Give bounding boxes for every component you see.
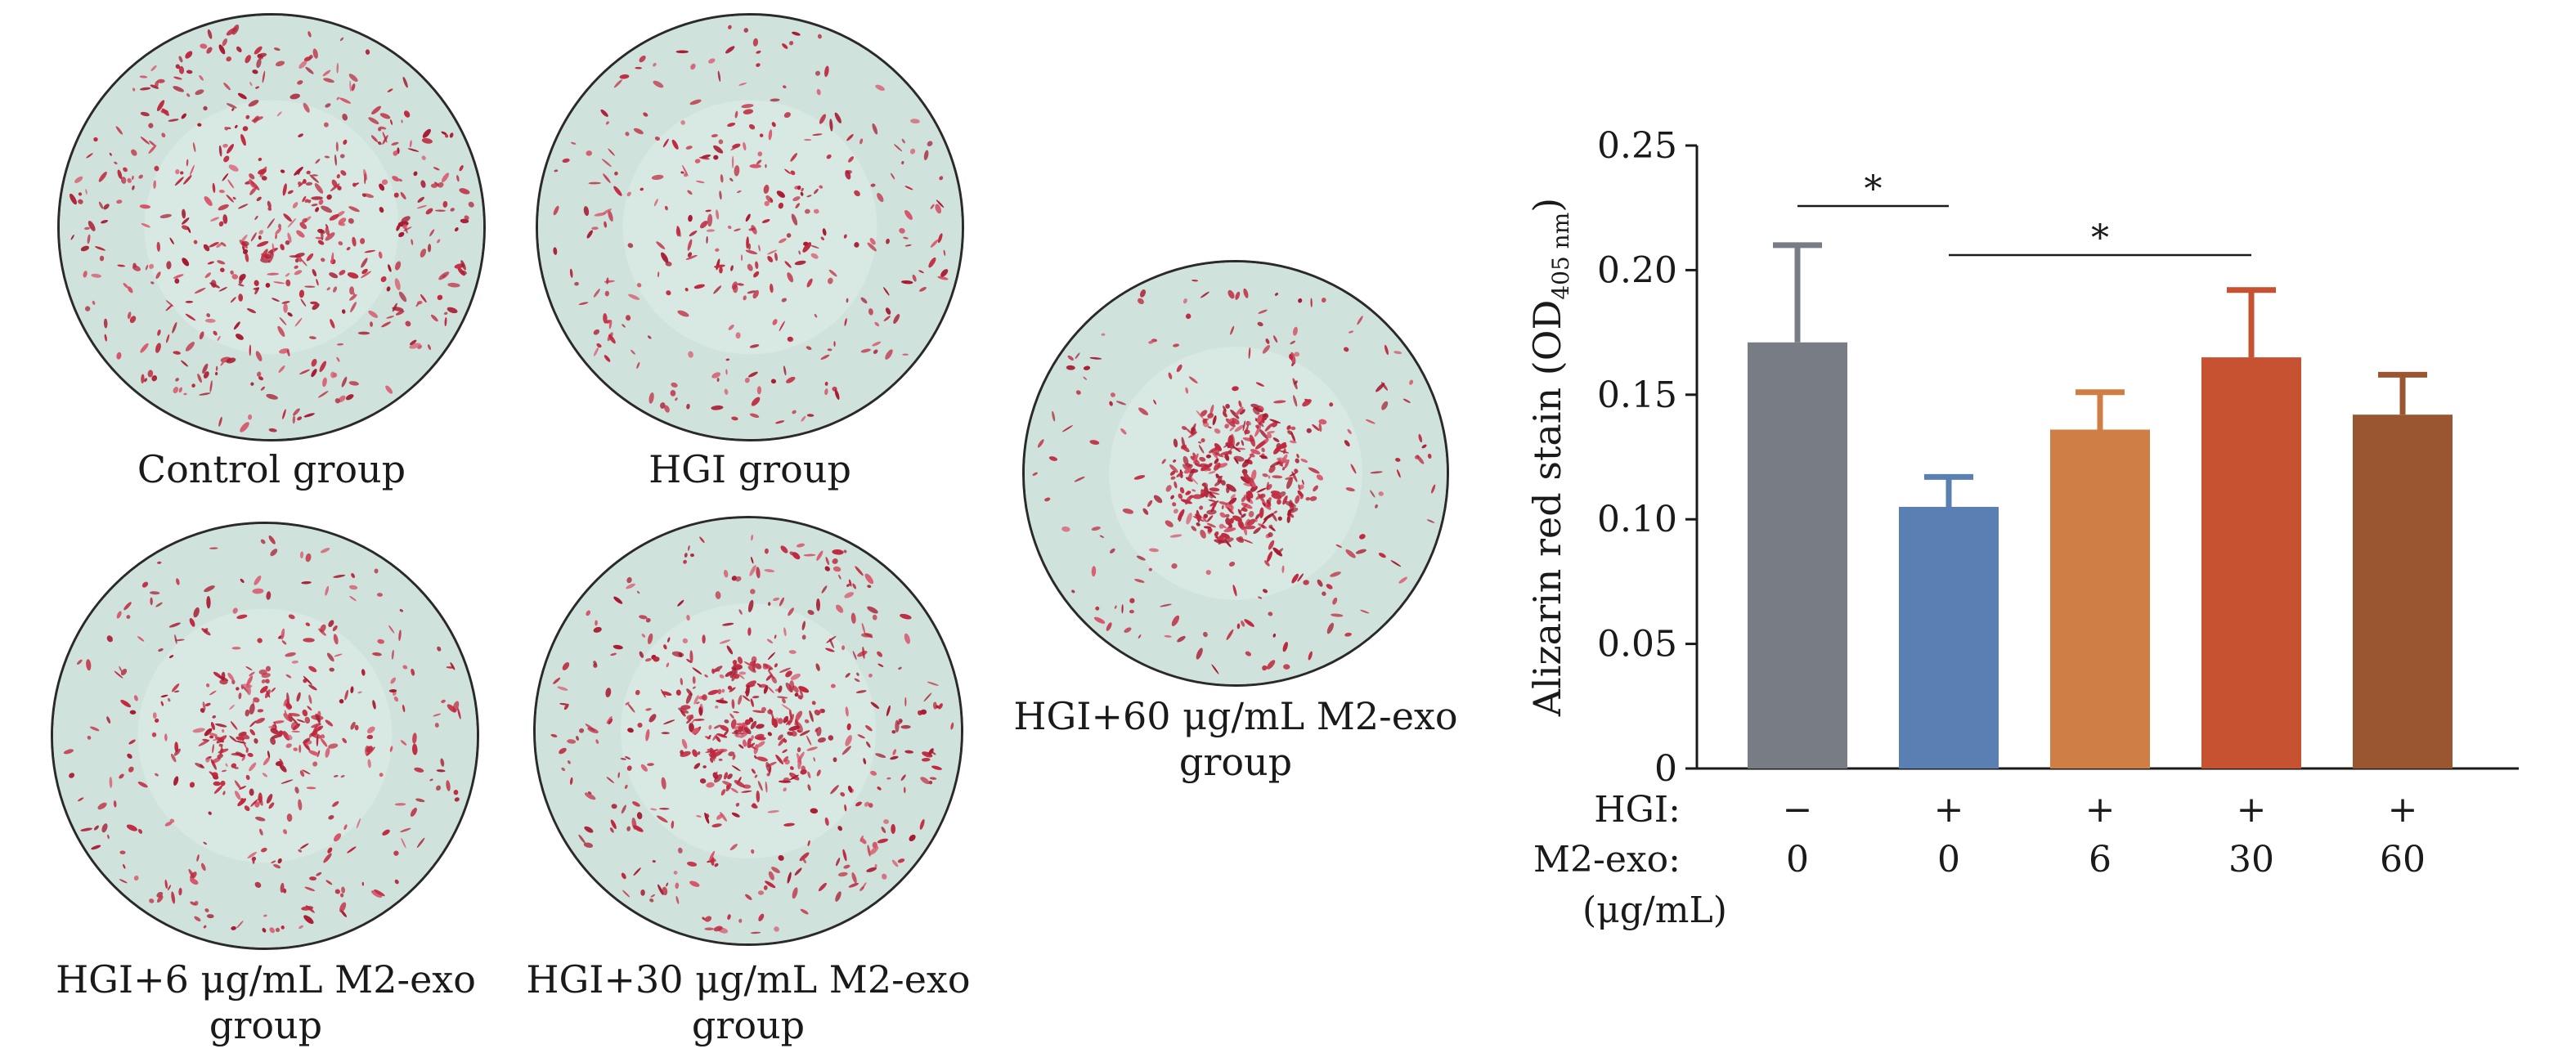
well-control-group: [57, 13, 486, 441]
bar: [2050, 429, 2150, 768]
well-hgi-group: [536, 13, 964, 441]
caption-line: HGI+30 μg/mL M2-exo: [526, 957, 971, 1002]
bar: [1748, 342, 1847, 768]
row-value-hgi: +: [2388, 789, 2418, 831]
y-tick-label: 0: [1654, 748, 1677, 790]
caption-line: group: [1178, 740, 1293, 784]
well-hgi-60-group: [1022, 260, 1449, 687]
caption-hgi-60-group: HGI+60 μg/mL M2-exo group: [1006, 693, 1465, 785]
y-tick-label: 0.05: [1597, 624, 1677, 665]
caption-control-group: Control group: [57, 446, 486, 492]
row-value-hgi: +: [2085, 789, 2116, 831]
caption-line: HGI+6 μg/mL M2-exo: [56, 957, 476, 1002]
row-value-hgi: −: [1783, 789, 1813, 831]
caption-hgi-group: HGI group: [536, 446, 964, 492]
well-texture: [53, 524, 477, 948]
caption-hgi-30-group: HGI+30 μg/mL M2-exo group: [507, 957, 990, 1048]
well-texture: [1025, 262, 1447, 684]
well-hgi-30-group: [533, 516, 963, 946]
row-label-m2-exo: M2-exo:: [1533, 839, 1681, 881]
row-value-m2-exo: 0: [1937, 839, 1960, 881]
well-texture: [60, 16, 483, 439]
row-value-hgi: +: [2237, 789, 2267, 831]
alizarin-bar-chart: 0 0.05 0.10 0.15 0.20 0.25 Alizarin red stain …: [1525, 125, 2519, 931]
y-tick-label: 0.15: [1597, 374, 1677, 416]
significance-star: *: [1865, 168, 1883, 210]
row-value-hgi: +: [1934, 789, 1964, 831]
bar: [1899, 506, 1999, 768]
caption-line: HGI+60 μg/mL M2-exo: [1013, 694, 1458, 738]
bar: [2201, 357, 2301, 768]
row-value-m2-exo: 6: [2089, 839, 2112, 881]
row-value-m2-exo: 0: [1786, 839, 1809, 881]
caption-line: group: [209, 1003, 323, 1047]
row-value-m2-exo: 60: [2380, 839, 2426, 881]
row-unit-m2-exo: (μg/mL): [1582, 889, 1727, 931]
row-label-hgi: HGI:: [1594, 789, 1681, 831]
significance-star: *: [2091, 217, 2109, 259]
caption-hgi-6-group: HGI+6 μg/mL M2-exo group: [16, 957, 515, 1048]
y-axis-label: Alizarin red stain (OD405 nm): [1525, 198, 1574, 717]
bar: [2353, 414, 2453, 768]
caption-line: Control group: [137, 447, 406, 491]
caption-line: HGI group: [648, 447, 851, 491]
y-tick-label: 0.10: [1597, 499, 1677, 540]
caption-line: group: [691, 1003, 806, 1047]
well-hgi-6-group: [51, 522, 479, 950]
well-texture: [536, 518, 961, 943]
y-tick-label: 0.25: [1597, 125, 1677, 167]
row-value-m2-exo: 30: [2228, 839, 2274, 881]
y-tick-label: 0.20: [1597, 249, 1677, 291]
well-texture: [538, 16, 962, 439]
